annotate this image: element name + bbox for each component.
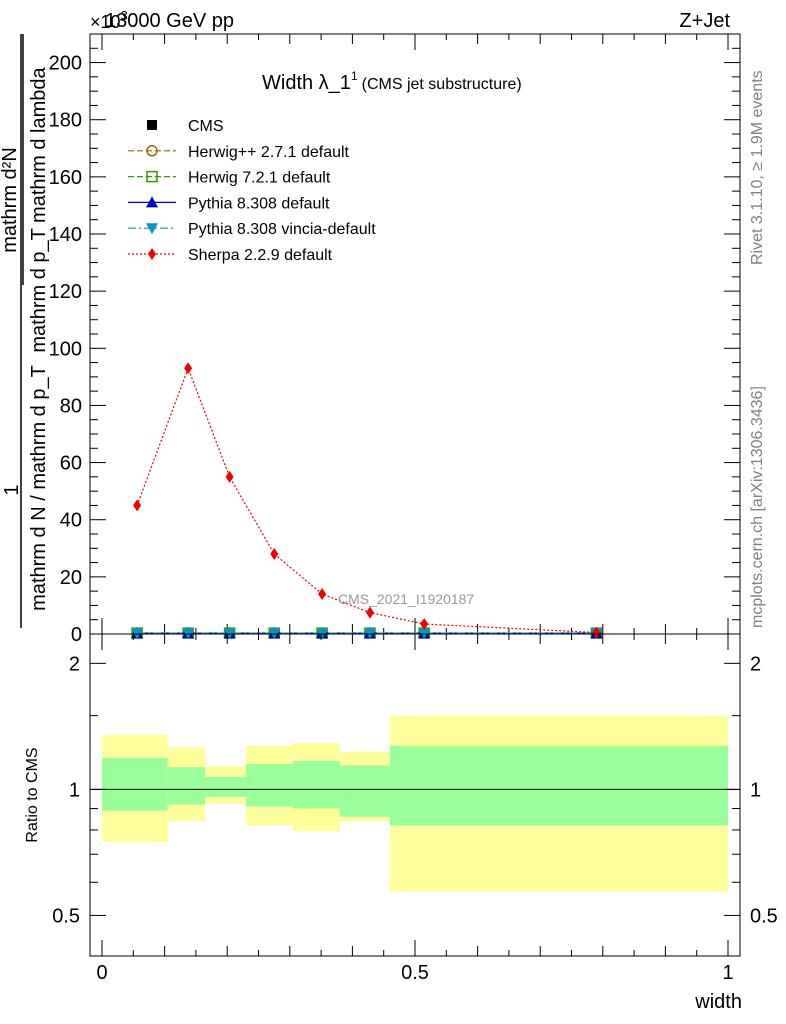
ratio-bands	[90, 715, 740, 892]
ylabel-denominator: mathrm d N / mathrm d p_T	[28, 365, 50, 611]
x-tick-label: 0	[96, 962, 107, 984]
stat-uncertainty-band	[102, 757, 168, 811]
legend-marker	[146, 145, 158, 157]
data-point	[133, 499, 142, 512]
y-tick-label: 200	[49, 53, 82, 75]
ratio-y-label: Ratio to CMS	[24, 747, 41, 842]
stat-uncertainty-band	[167, 767, 206, 805]
energy-label: 13000 GeV pp	[105, 10, 234, 32]
data-point	[184, 362, 193, 375]
exponent-power: 3	[121, 8, 128, 23]
legend-marker	[146, 223, 158, 235]
x-axis-label: width	[694, 991, 742, 1013]
ratio-y-tick-label: 0.5	[52, 905, 80, 927]
stat-uncertainty-band	[389, 745, 728, 826]
ratio-plot: 0.5 0.5 1 1 2 2 0 0.5 1 Ratio to CMS width	[24, 633, 778, 1013]
data-point	[270, 548, 279, 560]
legend-item: CMS	[147, 118, 224, 135]
data-point	[365, 606, 374, 619]
ratio-axis-ticks: 0.5 0.5 1 1 2 2 0 0.5 1	[52, 634, 778, 984]
legend-item: Herwig 7.2.1 default	[128, 170, 331, 187]
legend-item: Pythia 8.308 default	[128, 195, 330, 212]
legend-label: CMS	[188, 118, 224, 135]
y-tick-label: 120	[49, 281, 82, 303]
stat-uncertainty-band	[205, 777, 246, 797]
svg-text:Width λ_11(CMS jet substructur: Width λ_11 (CMS jet substructure)	[262, 69, 522, 94]
y-tick-label: 20	[60, 567, 82, 589]
ylabel-numerator: 1	[1, 484, 23, 495]
main-title-subtitle: (CMS jet substructure)	[362, 76, 522, 93]
ylabel-main-denominator: mathrm d p_T mathrm d lambda	[28, 66, 50, 352]
ratio-frame	[89, 633, 741, 957]
data-point	[420, 618, 429, 630]
legend-item: Herwig++ 2.7.1 default	[128, 144, 350, 161]
main-axis-ticks: 0 20 40 60 80 100 120 140 160 180 200	[49, 33, 740, 646]
y-tick-label: 80	[60, 395, 82, 417]
y-tick-label: 100	[49, 338, 82, 360]
legend-marker	[148, 248, 156, 260]
legend-label: Herwig 7.2.1 default	[188, 170, 331, 187]
y-tick-label: 0	[71, 624, 82, 646]
stat-uncertainty-band	[339, 765, 390, 817]
legend-marker	[146, 196, 158, 208]
mcplots-label: mcplots.cern.ch [arXiv:1306.3436]	[749, 386, 766, 628]
main-title: Width λ_11 (CMS jet substructure)	[262, 69, 522, 94]
data-point	[318, 588, 327, 600]
legend-label: Pythia 8.308 vincia-default	[188, 221, 376, 238]
series-5	[133, 362, 601, 639]
y-tick-label: 60	[60, 453, 82, 475]
data-point	[225, 470, 234, 483]
ratio-y-tick-label-right: 0.5	[750, 905, 778, 927]
ratio-y-tick-label: 1	[69, 779, 80, 801]
ratio-y-tick-label-right: 2	[750, 653, 761, 675]
main-plot: Width λ_11 (CMS jet substructure) 0204060…	[0, 33, 741, 646]
main-title-superscript: 1	[351, 69, 358, 83]
legend-label: Herwig++ 2.7.1 default	[188, 144, 350, 161]
stat-uncertainty-band	[245, 763, 293, 807]
ylabel-main-numerator: mathrm d²N	[0, 147, 21, 253]
legend-label: Sherpa 2.2.9 default	[188, 247, 333, 264]
legend-marker	[146, 170, 158, 183]
process-label: Z+Jet	[679, 10, 730, 32]
x-tick-label: 0.5	[401, 962, 429, 984]
exponent-label: ×103	[90, 8, 128, 32]
data-point	[592, 626, 601, 639]
legend-item: Sherpa 2.2.9 default	[128, 247, 333, 264]
stat-uncertainty-band	[292, 760, 340, 809]
y-tick-label: 140	[49, 224, 82, 246]
y-tick-label: 40	[60, 510, 82, 532]
x-tick-label: 1	[722, 962, 733, 984]
watermark: CMS_2021_I1920187	[338, 591, 474, 607]
y-axis-label: 1 mathrm d N / mathrm d p_T mathrm d²N m…	[0, 34, 50, 628]
y-tick-label: 180	[49, 110, 82, 132]
legend-item: Pythia 8.308 vincia-default	[128, 221, 376, 238]
ratio-y-tick-label: 2	[69, 653, 80, 675]
legend: CMS Herwig++ 2.7.1 default Herwig 7.2.1 de…	[128, 118, 376, 264]
ratio-y-tick-label-right: 1	[750, 779, 761, 801]
series-line	[136, 366, 597, 634]
legend-label: Pythia 8.308 default	[188, 195, 330, 212]
main-title-text: Width λ_1	[262, 72, 351, 94]
rivet-label: Rivet 3.1.10, ≥ 1.9M events	[749, 70, 766, 265]
header: ×103 13000 GeV pp Z+Jet	[90, 8, 730, 32]
legend-marker	[147, 120, 157, 130]
y-tick-label: 160	[49, 167, 82, 189]
